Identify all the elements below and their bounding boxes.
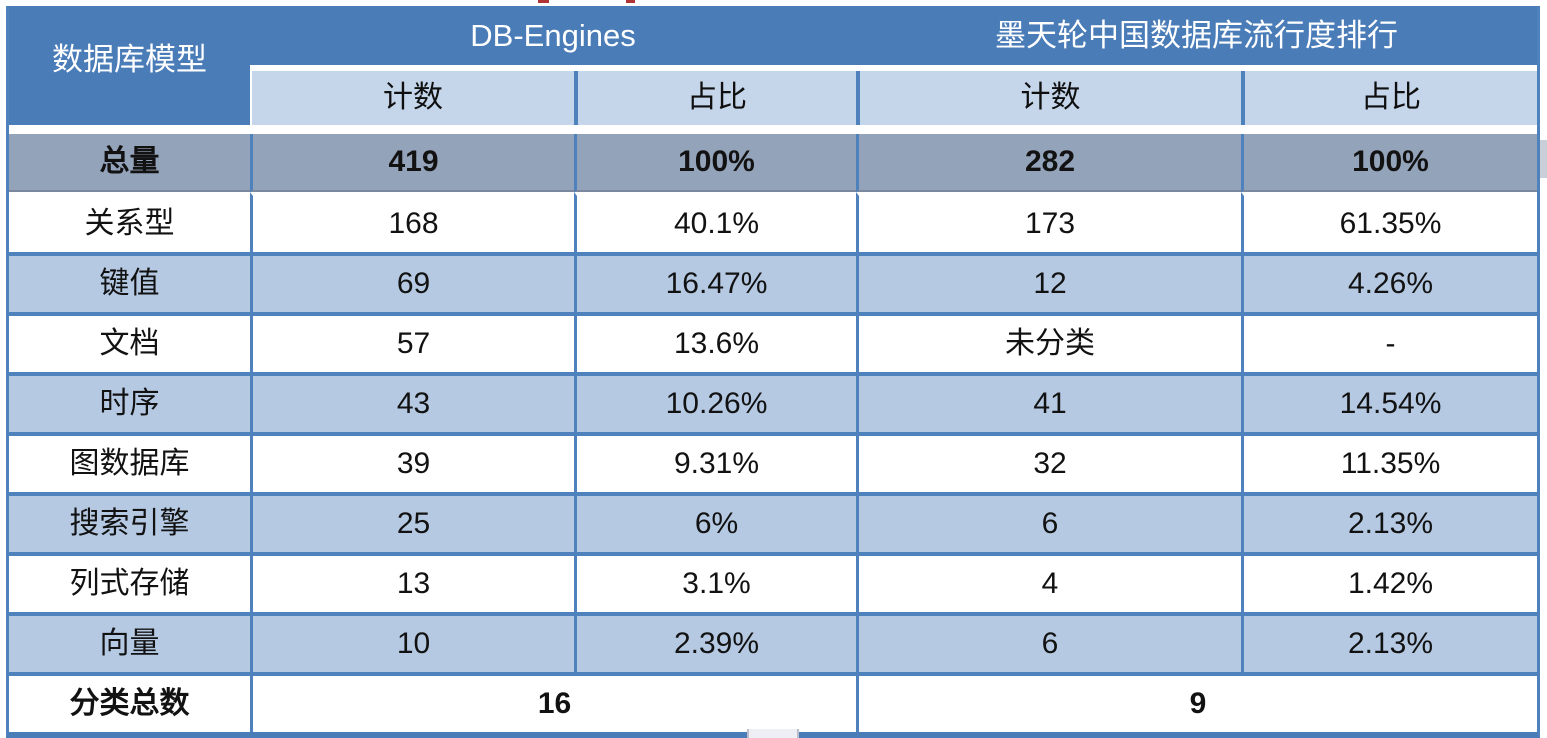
group-header-modb-ranking: 墨天轮中国数据库流行度排行: [995, 18, 1398, 53]
database-model-comparison-table: 数据库模型 DB-Engines 墨天轮中国数据库流行度排行 计数 占比 计数 …: [6, 6, 1540, 738]
cell-dbengines-share: 9.31%: [574, 432, 856, 492]
corner-header: 数据库模型: [9, 6, 250, 125]
cell-dbengines-share: 10.26%: [574, 372, 856, 432]
cell-dbengines-count: 57: [250, 312, 574, 372]
cell-dbengines-category-total: 16: [250, 672, 856, 732]
cell-modb-count: 4: [856, 552, 1241, 612]
cell-dbengines-count: 39: [250, 432, 574, 492]
row-label: 搜索引擎: [9, 492, 250, 552]
subheader-dbengines-share: 占比: [574, 71, 856, 125]
cell-dbengines-share: 100%: [574, 134, 856, 192]
subheader-dbengines-count: 计数: [250, 71, 574, 125]
row-label: 列式存储: [9, 552, 250, 612]
cell-dbengines-count: 43: [250, 372, 574, 432]
cell-modb-count: 282: [856, 134, 1241, 192]
cell-dbengines-share: 2.39%: [574, 612, 856, 672]
header-right-block: DB-Engines 墨天轮中国数据库流行度排行 计数 占比 计数 占比: [250, 6, 1537, 125]
cell-modb-share: 14.54%: [1241, 372, 1537, 432]
cell-modb-share: 1.42%: [1241, 552, 1537, 612]
cell-modb-count: 未分类: [856, 312, 1241, 372]
cell-modb-share: 11.35%: [1241, 432, 1537, 492]
cell-modb-share: 4.26%: [1241, 252, 1537, 312]
cell-dbengines-share: 6%: [574, 492, 856, 552]
subheader-modb-share: 占比: [1241, 71, 1537, 125]
cell-modb-share: 2.13%: [1241, 492, 1537, 552]
row-label: 总量: [9, 134, 250, 192]
clipped-red-text-artifact: [538, 0, 549, 3]
cell-dbengines-share: 3.1%: [574, 552, 856, 612]
cell-modb-count: 32: [856, 432, 1241, 492]
cell-dbengines-count: 10: [250, 612, 574, 672]
table-row: 时序 43 10.26% 41 14.54%: [9, 372, 1537, 432]
cell-modb-count: 6: [856, 492, 1241, 552]
cell-modb-share: -: [1241, 312, 1537, 372]
bottom-edge-artifact: [747, 729, 799, 738]
cell-modb-count: 173: [856, 192, 1241, 252]
cell-modb-count: 41: [856, 372, 1241, 432]
cell-dbengines-count: 168: [250, 192, 574, 252]
cell-modb-category-total: 9: [856, 672, 1537, 732]
cell-modb-share: 100%: [1241, 134, 1537, 192]
row-label: 键值: [9, 252, 250, 312]
subheader-modb-count: 计数: [856, 71, 1241, 125]
header-body-gap: [9, 125, 1537, 134]
cell-modb-count: 6: [856, 612, 1241, 672]
cell-dbengines-share: 13.6%: [574, 312, 856, 372]
group-header-row: DB-Engines 墨天轮中国数据库流行度排行: [250, 6, 1537, 65]
table-row: 列式存储 13 3.1% 4 1.42%: [9, 552, 1537, 612]
subheader-row: 计数 占比 计数 占比: [250, 71, 1537, 125]
table-row: 文档 57 13.6% 未分类 -: [9, 312, 1537, 372]
cell-dbengines-count: 13: [250, 552, 574, 612]
table-row: 向量 10 2.39% 6 2.13%: [9, 612, 1537, 672]
table-row: 搜索引擎 25 6% 6 2.13%: [9, 492, 1537, 552]
cell-dbengines-count: 69: [250, 252, 574, 312]
cell-modb-share: 2.13%: [1241, 612, 1537, 672]
row-label: 向量: [9, 612, 250, 672]
row-label: 图数据库: [9, 432, 250, 492]
cell-modb-count: 12: [856, 252, 1241, 312]
table-row-category-totals: 分类总数 16 9: [9, 672, 1537, 732]
clipped-red-text-artifact: [626, 0, 635, 3]
row-label: 时序: [9, 372, 250, 432]
table-row-total: 总量 419 100% 282 100%: [9, 134, 1537, 192]
table-row: 图数据库 39 9.31% 32 11.35%: [9, 432, 1537, 492]
group-header-db-engines: DB-Engines: [470, 18, 636, 53]
row-label: 分类总数: [9, 672, 250, 732]
cell-dbengines-share: 40.1%: [574, 192, 856, 252]
table-row: 键值 69 16.47% 12 4.26%: [9, 252, 1537, 312]
table-header: 数据库模型 DB-Engines 墨天轮中国数据库流行度排行 计数 占比 计数 …: [9, 6, 1537, 125]
cell-modb-share: 61.35%: [1241, 192, 1537, 252]
cell-dbengines-count: 25: [250, 492, 574, 552]
cell-dbengines-count: 419: [250, 134, 574, 192]
right-edge-shadow-artifact: [1540, 140, 1547, 178]
row-label: 文档: [9, 312, 250, 372]
cell-dbengines-share: 16.47%: [574, 252, 856, 312]
row-label: 关系型: [9, 192, 250, 252]
table-row: 关系型 168 40.1% 173 61.35%: [9, 192, 1537, 252]
header-gap: [250, 65, 1537, 71]
